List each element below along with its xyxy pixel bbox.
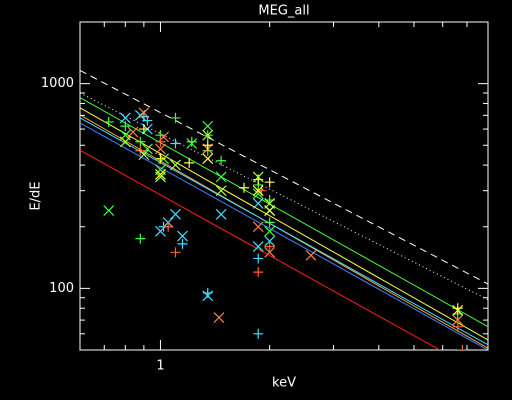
data-point (184, 157, 195, 168)
plot-frame (79, 21, 489, 351)
y-axis-label: E/dE (29, 181, 44, 210)
data-point (155, 143, 166, 155)
data-point (215, 208, 227, 220)
data-point (127, 126, 139, 138)
data-point (252, 241, 264, 253)
x-tick-label: 1 (156, 359, 164, 374)
data-point (305, 249, 317, 261)
data-point (213, 312, 225, 324)
data-point (202, 140, 213, 151)
model-line (80, 149, 441, 350)
data-point (252, 185, 264, 197)
data-point (170, 159, 181, 171)
data-point (138, 107, 150, 119)
data-point (163, 221, 174, 232)
data-point (186, 138, 198, 149)
data-point (103, 205, 115, 216)
data-point (170, 208, 181, 220)
data-point (138, 149, 150, 161)
chart-title: MEG_all (258, 4, 309, 19)
data-point (138, 124, 149, 135)
data-point (264, 225, 276, 237)
data-point (215, 171, 227, 183)
data-point (135, 233, 146, 244)
model-line (80, 92, 488, 301)
data-point (452, 321, 463, 332)
data-point (103, 116, 114, 127)
data-point (264, 241, 275, 252)
data-point (216, 155, 227, 166)
data-point (253, 328, 264, 339)
data-point (186, 136, 197, 147)
data-point (119, 112, 131, 124)
data-point (252, 171, 264, 183)
data-point (252, 221, 264, 233)
data-point (239, 182, 250, 193)
data-point (252, 197, 264, 209)
data-point (452, 314, 464, 326)
model-line (80, 122, 488, 350)
x-axis-label: keV (272, 376, 296, 391)
data-point (170, 138, 181, 149)
data-point (264, 197, 276, 209)
model-line (80, 69, 488, 285)
model-line (80, 117, 488, 346)
data-point (253, 267, 264, 278)
data-point (264, 246, 276, 258)
data-point (155, 136, 166, 147)
model-line (80, 107, 488, 341)
data-point (264, 235, 276, 247)
data-point (155, 171, 166, 183)
data-point (155, 169, 166, 180)
data-point (155, 153, 166, 164)
data-point (170, 247, 181, 258)
data-point (135, 136, 146, 147)
data-point (177, 230, 188, 242)
data-point (202, 153, 214, 165)
data-point (202, 287, 213, 298)
data-point (170, 112, 181, 123)
data-point (253, 253, 264, 264)
plot-area (80, 69, 488, 350)
data-point (452, 305, 464, 316)
data-point (202, 129, 214, 141)
data-point (177, 238, 188, 249)
y-tick-label: 100 (49, 281, 74, 296)
data-point (264, 177, 275, 188)
data-point (119, 136, 131, 148)
data-point (120, 121, 131, 132)
data-point (202, 120, 214, 132)
data-point (142, 115, 153, 126)
data-point (215, 185, 227, 197)
data-point (141, 143, 153, 155)
model-line (80, 97, 488, 328)
data-point (457, 345, 468, 350)
data-point (264, 217, 275, 228)
data-point (452, 303, 463, 314)
y-tick-label: 1000 (41, 76, 74, 91)
